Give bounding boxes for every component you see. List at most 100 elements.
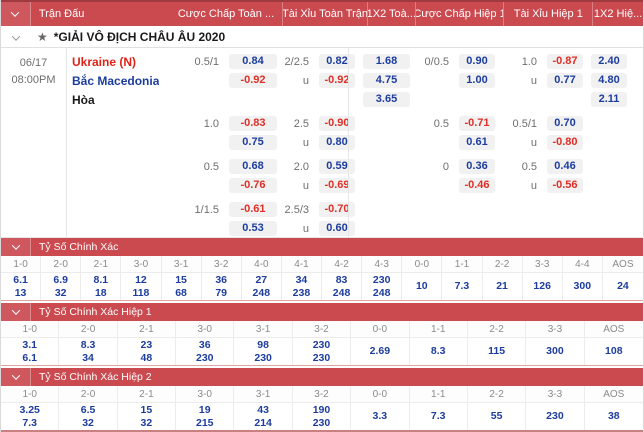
- score-odds-value[interactable]: 48: [140, 351, 153, 364]
- ft-ou-odds[interactable]: 0.80: [319, 135, 355, 150]
- score-odds-value[interactable]: 15: [140, 403, 153, 416]
- score-odds-value[interactable]: 108: [605, 345, 623, 357]
- ft-handicap-odds[interactable]: -0.76: [229, 178, 277, 193]
- collapse-section-button[interactable]: [1, 303, 31, 321]
- score-odds-value[interactable]: 2.69: [369, 345, 391, 357]
- score-odds-value[interactable]: 230: [312, 351, 331, 364]
- score-odds-value[interactable]: 7.3: [22, 416, 37, 429]
- ft-ou-odds[interactable]: -0.69: [319, 178, 355, 193]
- h1-handicap-odds[interactable]: 0.90: [459, 54, 495, 69]
- ft-handicap-odds[interactable]: 0.84: [229, 54, 277, 69]
- ft-1x2-odds[interactable]: 3.65: [363, 92, 410, 107]
- ft-handicap-odds[interactable]: -0.92: [229, 73, 277, 88]
- ft-handicap-odds[interactable]: 0.68: [229, 159, 277, 174]
- score-odds-value[interactable]: 7.3: [454, 280, 470, 292]
- score-odds-value[interactable]: 13: [14, 286, 27, 299]
- score-odds-value[interactable]: 3.25: [19, 403, 40, 416]
- ft-handicap-odds[interactable]: -0.83: [229, 116, 277, 131]
- score-odds-value[interactable]: 230: [372, 273, 391, 286]
- h1-handicap-odds[interactable]: 0.36: [459, 159, 495, 174]
- score-odds-value[interactable]: 300: [573, 280, 592, 292]
- ft-1x2-odds[interactable]: 4.75: [363, 73, 410, 88]
- score-odds-value[interactable]: 115: [488, 345, 506, 357]
- score-odds-value[interactable]: 79: [215, 286, 228, 299]
- score-odds-value[interactable]: 55: [490, 410, 503, 422]
- score-odds-value[interactable]: 3.3: [372, 410, 388, 422]
- collapse-section-button[interactable]: [1, 368, 31, 386]
- score-odds-value[interactable]: 23: [140, 338, 153, 351]
- score-odds-value[interactable]: 3.1: [22, 338, 37, 351]
- score-odds-value[interactable]: 190: [312, 403, 331, 416]
- chevron-down-icon[interactable]: [1, 28, 31, 46]
- score-odds-value[interactable]: 36: [198, 338, 211, 351]
- ft-1x2-odds[interactable]: 1.68: [363, 54, 410, 69]
- score-odds-value[interactable]: 126: [533, 280, 551, 292]
- score-odds-value[interactable]: 38: [607, 410, 620, 422]
- score-odds-value[interactable]: 6.1: [22, 351, 37, 364]
- score-odds-value[interactable]: 68: [175, 286, 187, 299]
- ft-ou-odds[interactable]: 0.60: [319, 221, 355, 236]
- score-odds-value[interactable]: 118: [132, 286, 150, 299]
- league-row[interactable]: ★ *GIẢI VÔ ĐỊCH CHÂU ÂU 2020: [1, 26, 643, 48]
- ft-ou-odds[interactable]: -0.92: [319, 73, 355, 88]
- ft-ou-odds[interactable]: -0.70: [319, 202, 355, 217]
- score-odds-value[interactable]: 6.1: [13, 273, 28, 286]
- score-odds-value[interactable]: 230: [254, 351, 272, 364]
- score-odds-value[interactable]: 34: [82, 351, 94, 364]
- ft-handicap-odds[interactable]: -0.61: [229, 202, 277, 217]
- score-odds-value[interactable]: 27: [255, 273, 268, 286]
- score-odds-value[interactable]: 32: [82, 416, 94, 429]
- collapse-all-button[interactable]: [1, 2, 31, 26]
- score-odds-value[interactable]: 32: [54, 286, 67, 299]
- h1-ou-odds[interactable]: 0.70: [547, 116, 583, 131]
- h1-handicap-odds[interactable]: -0.46: [459, 178, 495, 193]
- score-odds-value[interactable]: 24: [617, 280, 629, 292]
- score-odds-value[interactable]: 230: [196, 351, 214, 364]
- h1-ou-odds[interactable]: -0.56: [547, 178, 583, 193]
- score-odds-value[interactable]: 18: [94, 286, 107, 299]
- score-odds-value[interactable]: 248: [332, 286, 351, 299]
- ft-handicap-odds[interactable]: 0.75: [229, 135, 277, 150]
- ft-ou-odds[interactable]: 0.82: [319, 54, 355, 69]
- score-odds-value[interactable]: 15: [175, 273, 187, 286]
- score-odds-value[interactable]: 230: [312, 338, 331, 351]
- h1-1x2-odds[interactable]: 2.11: [591, 92, 627, 107]
- ft-handicap-odds[interactable]: 0.53: [229, 221, 277, 236]
- score-odds-value[interactable]: 36: [215, 273, 228, 286]
- h1-handicap-odds[interactable]: 1.00: [459, 73, 495, 88]
- score-odds-value[interactable]: 19: [198, 403, 211, 416]
- score-odds-value[interactable]: 230: [312, 416, 331, 429]
- h1-1x2-odds[interactable]: 4.80: [591, 73, 627, 88]
- score-odds-value[interactable]: 21: [496, 280, 508, 292]
- score-odds-value[interactable]: 8.1: [93, 273, 109, 286]
- score-odds-value[interactable]: 214: [254, 416, 272, 429]
- score-odds-value[interactable]: 7.3: [430, 410, 446, 422]
- score-odds-value[interactable]: 32: [140, 416, 153, 429]
- score-odds-value[interactable]: 10: [415, 280, 428, 292]
- score-odds-value[interactable]: 6.5: [80, 403, 96, 416]
- h1-1x2-odds[interactable]: 2.40: [591, 54, 627, 69]
- ft-ou-odds[interactable]: -0.90: [319, 116, 355, 131]
- score-odds-value[interactable]: 43: [257, 403, 269, 416]
- score-odds-value[interactable]: 8.3: [430, 345, 446, 357]
- score-odds-value[interactable]: 34: [295, 273, 308, 286]
- score-odds-value[interactable]: 238: [292, 286, 311, 299]
- h1-ou-odds[interactable]: 0.77: [547, 73, 583, 88]
- score-odds-value[interactable]: 248: [252, 286, 271, 299]
- h1-handicap-odds[interactable]: 0.61: [459, 135, 495, 150]
- score-odds-value[interactable]: 248: [372, 286, 391, 299]
- h1-ou-odds[interactable]: 0.46: [547, 159, 583, 174]
- star-icon[interactable]: ★: [37, 29, 48, 44]
- score-odds-value[interactable]: 230: [546, 410, 564, 422]
- h1-ou-odds[interactable]: -0.80: [547, 135, 583, 150]
- score-odds-value[interactable]: 6.9: [53, 273, 68, 286]
- score-odds-value[interactable]: 83: [335, 273, 348, 286]
- h1-ou-odds[interactable]: -0.87: [547, 54, 583, 69]
- h1-handicap-odds[interactable]: -0.71: [459, 116, 495, 131]
- ft-ou-odds[interactable]: 0.59: [319, 159, 355, 174]
- collapse-section-button[interactable]: [1, 238, 31, 256]
- score-odds-value[interactable]: 8.3: [80, 338, 96, 351]
- score-odds-value[interactable]: 12: [135, 273, 147, 286]
- score-odds-value[interactable]: 300: [546, 345, 564, 357]
- score-odds-value[interactable]: 215: [196, 416, 214, 429]
